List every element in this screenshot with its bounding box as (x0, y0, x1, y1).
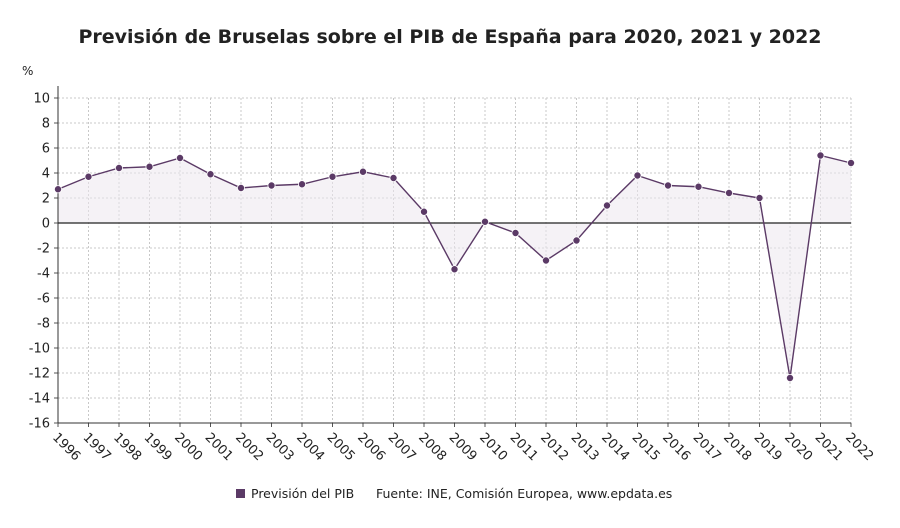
data-point (603, 201, 612, 210)
data-point (389, 173, 398, 182)
data-point (84, 172, 93, 181)
y-axis-unit: % (22, 64, 33, 78)
x-tick-label: 2000 (171, 430, 205, 464)
x-tick-label: 1999 (141, 430, 175, 464)
y-tick-label: -14 (29, 392, 50, 407)
data-point (847, 158, 856, 167)
legend-swatch (236, 489, 245, 498)
x-tick-label: 2012 (537, 430, 571, 464)
x-tick-label: 2007 (385, 430, 419, 464)
data-point (664, 181, 673, 190)
data-point (542, 256, 551, 265)
x-tick-label: 2022 (842, 430, 876, 464)
legend: Previsión del PIB Fuente: INE, Comisión … (236, 486, 672, 501)
x-tick-label: 2002 (232, 430, 266, 464)
x-tick-label: 1997 (80, 430, 114, 464)
x-tick-label: 2013 (568, 430, 602, 464)
x-tick-label: 2011 (507, 430, 541, 464)
x-tick-label: 2010 (476, 430, 510, 464)
y-tick-label: 8 (42, 117, 50, 132)
x-tick-label: 2019 (751, 430, 785, 464)
data-point (236, 183, 245, 192)
data-point (786, 373, 795, 382)
source-note: Fuente: INE, Comisión Europea, www.epdat… (376, 486, 672, 501)
data-point (633, 171, 642, 180)
chart-title: Previsión de Bruselas sobre el PIB de Es… (78, 26, 821, 48)
data-point (816, 151, 825, 160)
data-point (358, 167, 367, 176)
x-tick-label: 2005 (324, 430, 358, 464)
y-tick-label: -10 (29, 342, 50, 357)
x-tick-label: 2015 (629, 430, 663, 464)
x-tick-label: 2004 (293, 430, 327, 464)
data-point (54, 185, 63, 194)
x-tick-labels: 1996199719981999200020012002200320042005… (49, 430, 876, 464)
x-tick-label: 2001 (202, 430, 236, 464)
x-tick-label: 2006 (354, 430, 388, 464)
x-tick-label: 2009 (446, 430, 480, 464)
data-point (450, 265, 459, 274)
data-point (419, 207, 428, 216)
x-tick-label: 2018 (720, 430, 754, 464)
x-tick-label: 2017 (690, 430, 724, 464)
x-tick-label: 2021 (812, 430, 846, 464)
data-point (267, 181, 276, 190)
y-tick-label: -12 (29, 367, 50, 382)
legend-series-label: Previsión del PIB (251, 486, 354, 501)
x-tick-label: 1998 (110, 430, 144, 464)
x-tick-label: 1996 (49, 430, 83, 464)
y-tick-label: -2 (37, 242, 50, 257)
data-point (175, 153, 184, 162)
axes (54, 86, 852, 427)
x-tick-label: 2016 (659, 430, 693, 464)
data-point (297, 180, 306, 189)
data-point (511, 228, 520, 237)
x-tick-label: 2008 (415, 430, 449, 464)
data-point (694, 182, 703, 191)
x-tick-label: 2003 (263, 430, 297, 464)
y-tick-label: 4 (42, 167, 50, 182)
data-point (328, 172, 337, 181)
data-point (725, 188, 734, 197)
y-tick-label: 10 (33, 92, 50, 107)
data-points (54, 151, 856, 382)
y-tick-label: -6 (37, 292, 50, 307)
y-tick-label: 2 (42, 192, 50, 207)
data-point (206, 170, 215, 179)
y-tick-label: 6 (42, 142, 50, 157)
x-tick-label: 2014 (598, 430, 632, 464)
data-point (145, 162, 154, 171)
data-point (572, 236, 581, 245)
data-point (480, 217, 489, 226)
y-tick-label: -8 (37, 317, 50, 332)
data-point (755, 193, 764, 202)
data-point (115, 163, 124, 172)
x-tick-label: 2020 (781, 430, 815, 464)
y-tick-label: -16 (29, 417, 50, 432)
y-tick-labels: 10 8 6 4 2 0 -2 -4 -6 -8 -10 -12 -14 -16 (29, 92, 50, 432)
y-tick-label: -4 (37, 267, 50, 282)
y-tick-label: 0 (42, 217, 50, 232)
